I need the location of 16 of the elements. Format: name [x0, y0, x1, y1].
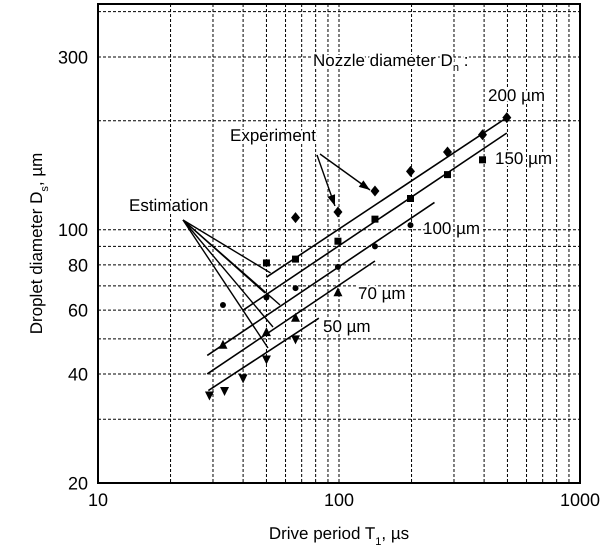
y-tick-label: 20 [68, 473, 88, 494]
annotation: Experiment [230, 126, 316, 146]
x-tick-label: 1000 [560, 490, 600, 510]
y-tick-label: 80 [68, 255, 88, 276]
annotation: 150 µm [495, 149, 552, 168]
annotation: 70 µm [358, 284, 406, 304]
y-tick-label: 60 [68, 300, 88, 321]
y-tick-label: 40 [68, 364, 88, 384]
x-tick-label: 100 [324, 490, 354, 510]
annotation: 50 µm [323, 317, 371, 336]
x-axis-title: Drive period T$_{1}$, µs [268, 524, 410, 548]
y-tick-label: 300 [58, 47, 88, 68]
annotation: 200 µm [488, 86, 546, 106]
y-tick-label: 100 [58, 220, 88, 240]
annotation: Estimation [129, 196, 208, 216]
x-tick-label: 10 [88, 490, 108, 510]
